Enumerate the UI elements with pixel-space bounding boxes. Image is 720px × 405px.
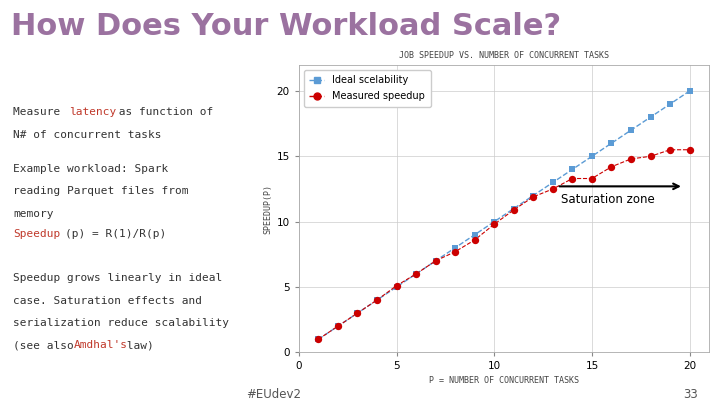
X-axis label: P = NUMBER OF CONCURRENT TASKS: P = NUMBER OF CONCURRENT TASKS <box>429 375 579 384</box>
Text: as function of: as function of <box>112 107 213 117</box>
Text: Speedup: Speedup <box>13 229 60 239</box>
Point <box>469 237 480 243</box>
Point <box>586 153 598 160</box>
Point <box>410 271 422 277</box>
Point <box>684 88 696 94</box>
Text: How Does Your Workload Scale?: How Does Your Workload Scale? <box>11 12 561 41</box>
Legend: Ideal scelability, Measured speedup: Ideal scelability, Measured speedup <box>304 70 431 107</box>
Point <box>351 310 363 316</box>
Point <box>665 101 676 107</box>
Point <box>430 258 441 264</box>
Text: Measure: Measure <box>13 107 67 117</box>
Title: JOB SPEEDUP VS. NUMBER OF CONCURRENT TASKS: JOB SPEEDUP VS. NUMBER OF CONCURRENT TAS… <box>399 51 609 60</box>
Text: #EUdev2: #EUdev2 <box>246 388 301 401</box>
Text: Speedup grows linearly in ideal: Speedup grows linearly in ideal <box>13 273 222 283</box>
Point <box>488 218 500 225</box>
Point <box>645 153 657 160</box>
Point <box>332 323 343 329</box>
Point <box>606 140 617 147</box>
Point <box>372 297 383 303</box>
Point <box>351 310 363 316</box>
Text: Example workload: Spark: Example workload: Spark <box>13 164 168 174</box>
Text: (see also: (see also <box>13 340 81 350</box>
Point <box>567 175 578 182</box>
Point <box>332 323 343 329</box>
Point <box>391 282 402 289</box>
Text: law): law) <box>120 340 153 350</box>
Y-axis label: SPEEDUP(P): SPEEDUP(P) <box>264 183 272 234</box>
Point <box>508 205 520 212</box>
Point <box>312 336 324 343</box>
Text: case. Saturation effects and: case. Saturation effects and <box>13 296 202 306</box>
Point <box>625 156 636 162</box>
Point <box>430 258 441 264</box>
Text: serialization reduce scalability: serialization reduce scalability <box>13 318 229 328</box>
Text: 33: 33 <box>684 388 698 401</box>
Point <box>684 147 696 153</box>
Point <box>625 127 636 133</box>
Text: memory: memory <box>13 209 53 219</box>
Point <box>665 147 676 153</box>
Point <box>312 336 324 343</box>
Text: N# of concurrent tasks: N# of concurrent tasks <box>13 130 161 140</box>
Point <box>410 271 422 277</box>
Point <box>606 164 617 170</box>
Point <box>488 221 500 228</box>
Point <box>547 179 559 185</box>
Point <box>449 245 461 251</box>
Point <box>645 114 657 120</box>
Point <box>508 207 520 213</box>
Point <box>547 186 559 192</box>
Point <box>469 232 480 238</box>
Point <box>586 175 598 182</box>
Point <box>391 284 402 290</box>
Point <box>372 297 383 303</box>
Text: latency: latency <box>69 107 117 117</box>
Point <box>528 194 539 200</box>
Text: Amdhal's: Amdhal's <box>73 340 127 350</box>
Text: (p) = R(1)/R(p): (p) = R(1)/R(p) <box>65 229 166 239</box>
Point <box>449 248 461 255</box>
Text: reading Parquet files from: reading Parquet files from <box>13 186 189 196</box>
Point <box>528 192 539 199</box>
Text: Saturation zone: Saturation zone <box>561 193 654 206</box>
Point <box>567 166 578 173</box>
